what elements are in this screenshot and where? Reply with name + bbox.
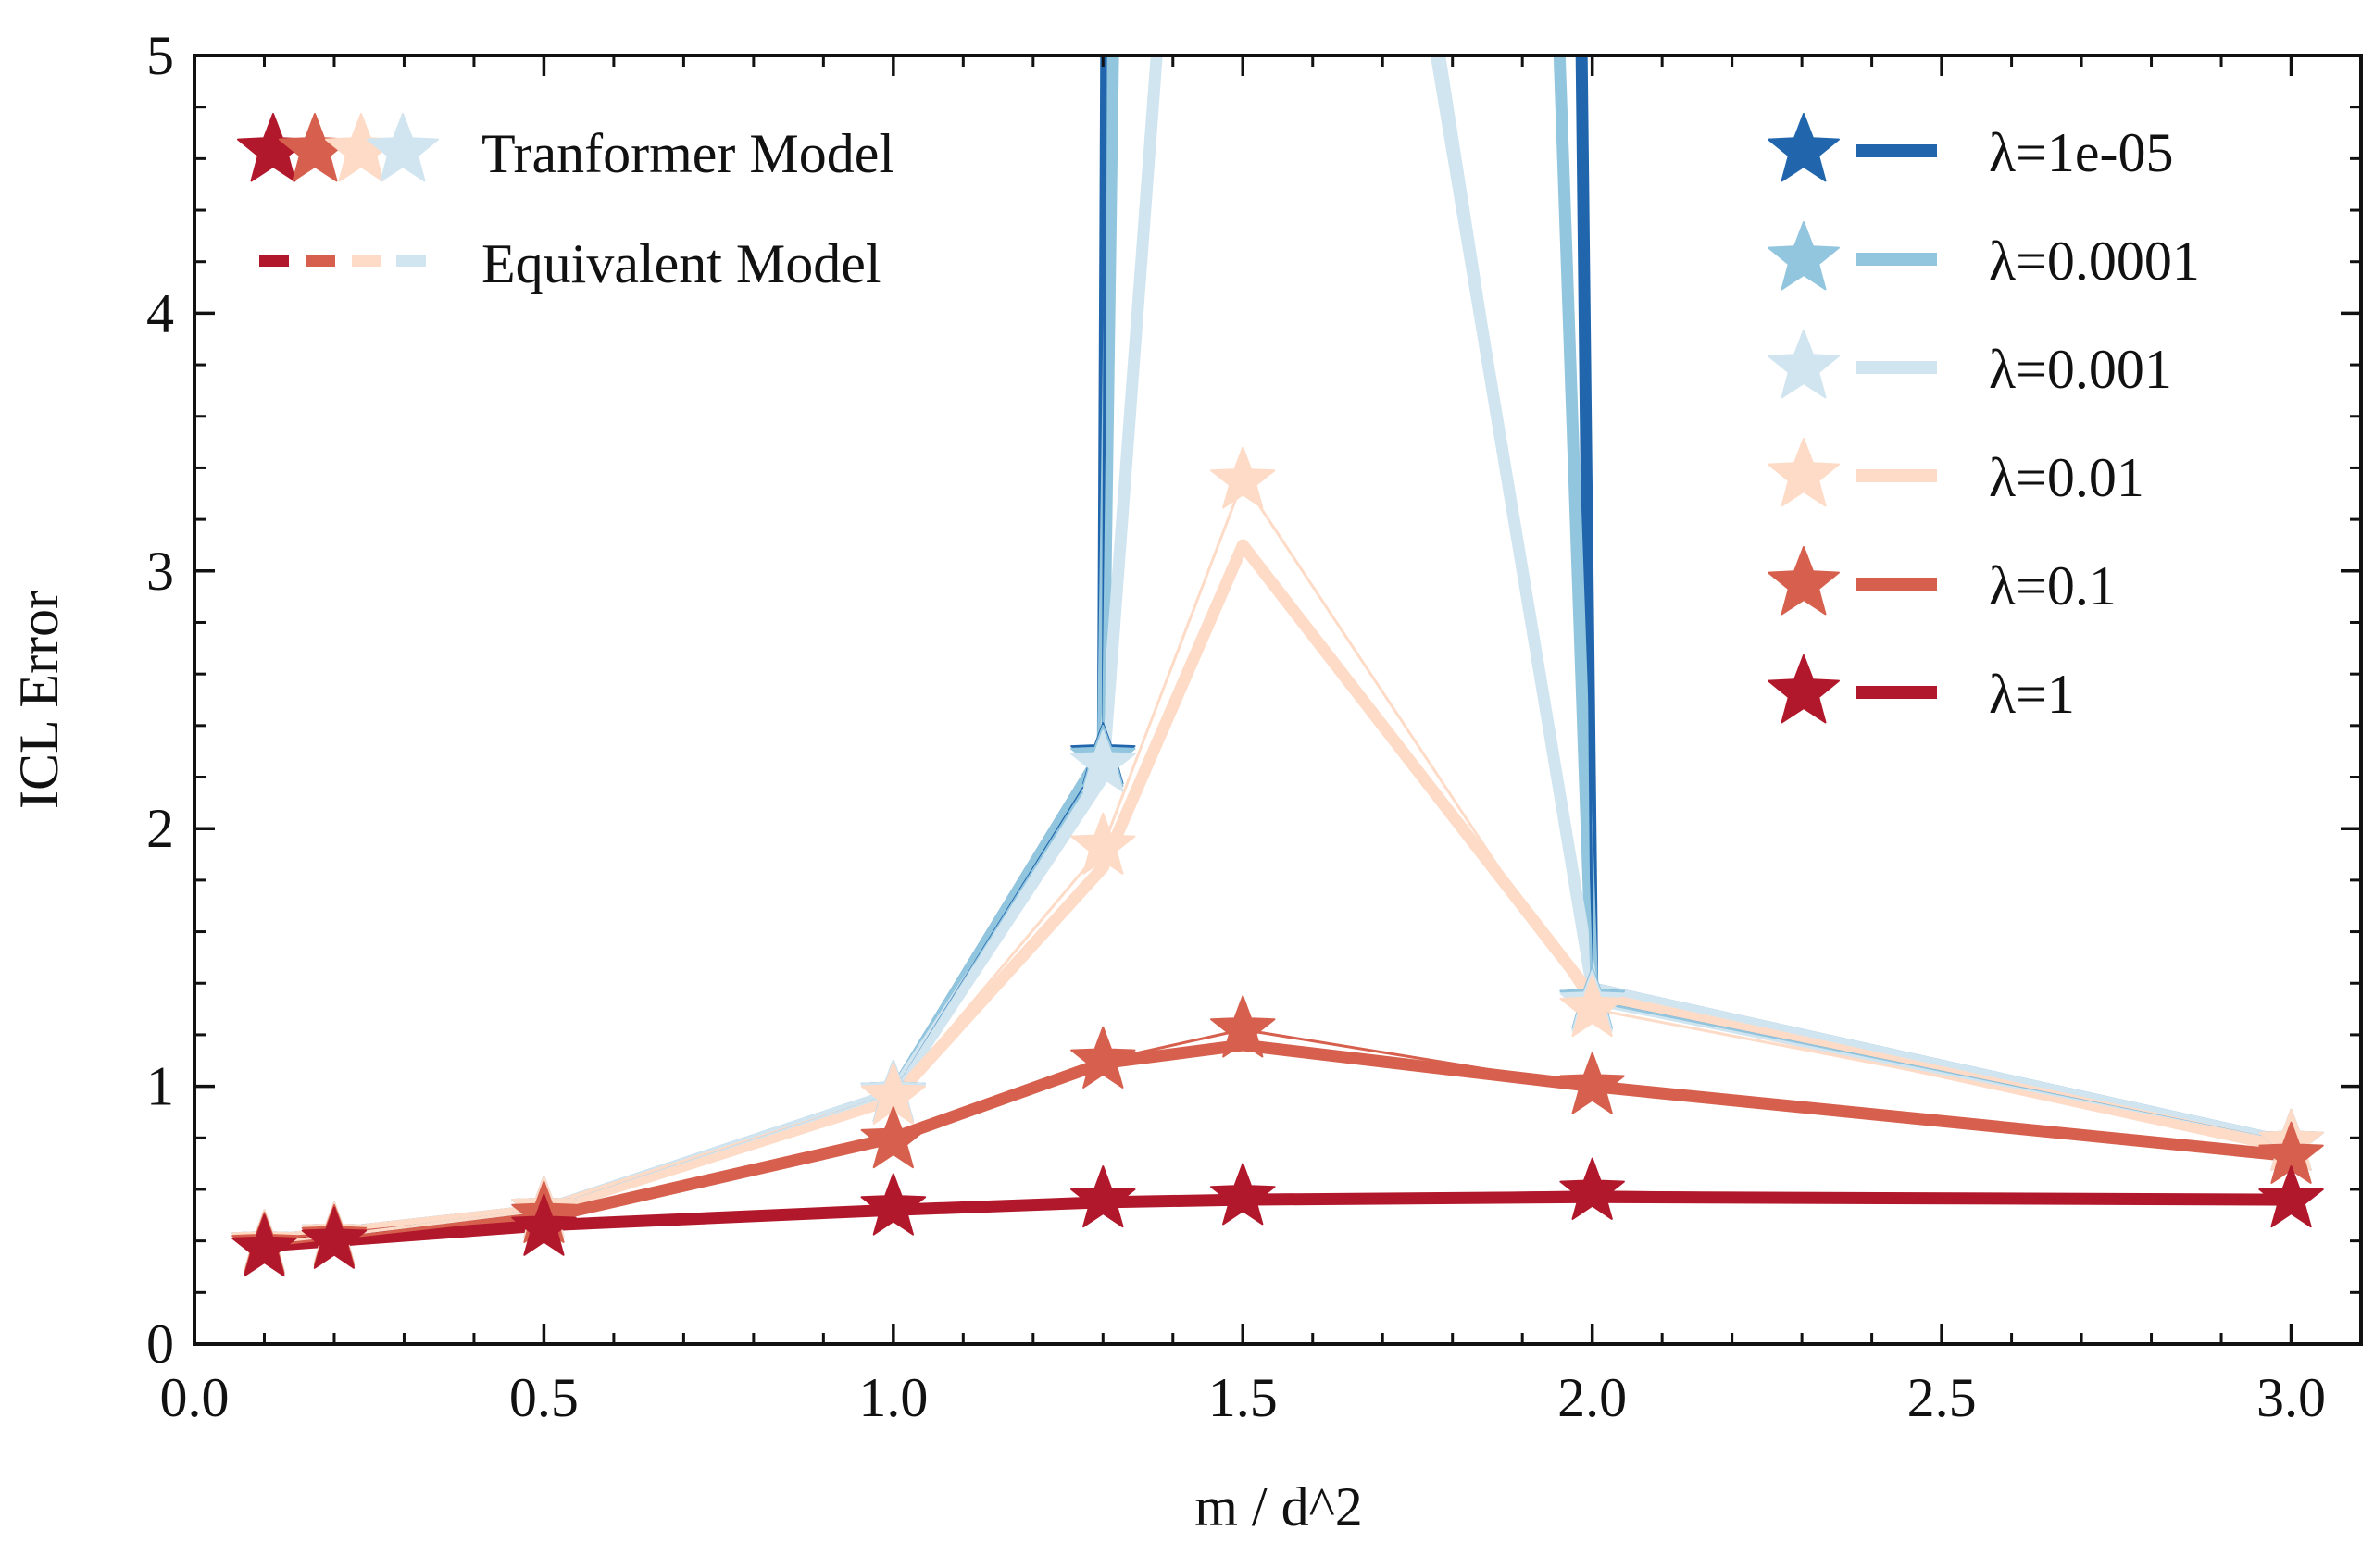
marker-legend: Tranformer Model Equivalent Model xyxy=(237,113,894,294)
legend-series-label: λ=1e-05 xyxy=(1989,122,2174,183)
x-tick-label: 0.0 xyxy=(160,1367,230,1428)
x-tick-label: 2.5 xyxy=(1907,1367,1977,1428)
transformer-line-series-5 xyxy=(264,1190,2292,1251)
legend-transformer-star-icon xyxy=(367,113,439,182)
legend-equivalent-label: Equivalent Model xyxy=(481,233,881,294)
transformer-marker-series-3-point-4 xyxy=(1070,812,1136,875)
transformer-marker-series-5-point-7 xyxy=(2258,1165,2324,1228)
y-axis-label: ICL Error xyxy=(8,591,69,809)
y-tick-label: 5 xyxy=(146,25,174,86)
x-tick-label: 1.5 xyxy=(1208,1367,1278,1428)
transformer-marker-series-5-point-2 xyxy=(511,1193,577,1256)
legend-series-star-icon xyxy=(1768,546,1840,616)
y-tick-label: 3 xyxy=(146,541,174,602)
legend-series-label: λ=0.001 xyxy=(1989,339,2172,400)
transformer-marker-series-5-point-5 xyxy=(1210,1163,1276,1226)
transformer-marker-series-3-point-5 xyxy=(1210,446,1276,509)
transformer-line-series-3 xyxy=(264,479,2292,1245)
legend-series-star-icon xyxy=(1768,330,1840,399)
transformer-marker-series-5-point-0 xyxy=(231,1214,297,1277)
legend-series-star-icon xyxy=(1768,438,1840,507)
transformer-marker-series-5-point-1 xyxy=(301,1206,368,1269)
x-tick-label: 3.0 xyxy=(2256,1367,2326,1428)
transformer-marker-series-4-point-4 xyxy=(1070,1026,1136,1089)
transformer-marker-series-3-point-6 xyxy=(1559,975,1625,1038)
plot-frame xyxy=(193,54,2363,1346)
legend-series-label: λ=1 xyxy=(1989,664,2075,725)
y-tick-label: 1 xyxy=(146,1056,174,1117)
transformer-marker-series-5-point-6 xyxy=(1559,1157,1625,1220)
legend-series-star-icon xyxy=(1768,654,1840,724)
legend-series-label: λ=0.01 xyxy=(1989,447,2144,508)
legend-series-label: λ=0.1 xyxy=(1989,555,2117,616)
legend-transformer-label: Tranformer Model xyxy=(481,123,894,184)
transformer-line-series-4 xyxy=(264,1027,2292,1248)
x-tick-label: 0.5 xyxy=(509,1367,579,1428)
x-tick-label: 1.0 xyxy=(858,1367,928,1428)
transformer-marker-series-4-point-6 xyxy=(1559,1052,1625,1114)
y-tick-label: 2 xyxy=(146,798,174,859)
transformer-marker-series-2-point-4 xyxy=(1070,729,1136,792)
x-axis-label: m / d^2 xyxy=(1194,1476,1363,1537)
transformer-marker-series-5-point-4 xyxy=(1070,1165,1136,1228)
transformer-marker-series-5-point-3 xyxy=(860,1173,927,1236)
transformer-marker-series-4-point-3 xyxy=(860,1106,927,1169)
series-legend: λ=1e-05 λ=0.0001 λ=0.001 λ=0.01 λ=0.1 λ=1 xyxy=(1768,113,2200,725)
legend-series-label: λ=0.0001 xyxy=(1989,230,2200,292)
legend-series-star-icon xyxy=(1768,221,1840,291)
y-tick-label: 4 xyxy=(146,282,174,343)
x-tick-label: 2.0 xyxy=(1557,1367,1627,1428)
legend-series-star-icon xyxy=(1768,113,1840,182)
transformer-marker-series-4-point-5 xyxy=(1210,995,1276,1058)
y-tick-label: 0 xyxy=(146,1313,174,1375)
